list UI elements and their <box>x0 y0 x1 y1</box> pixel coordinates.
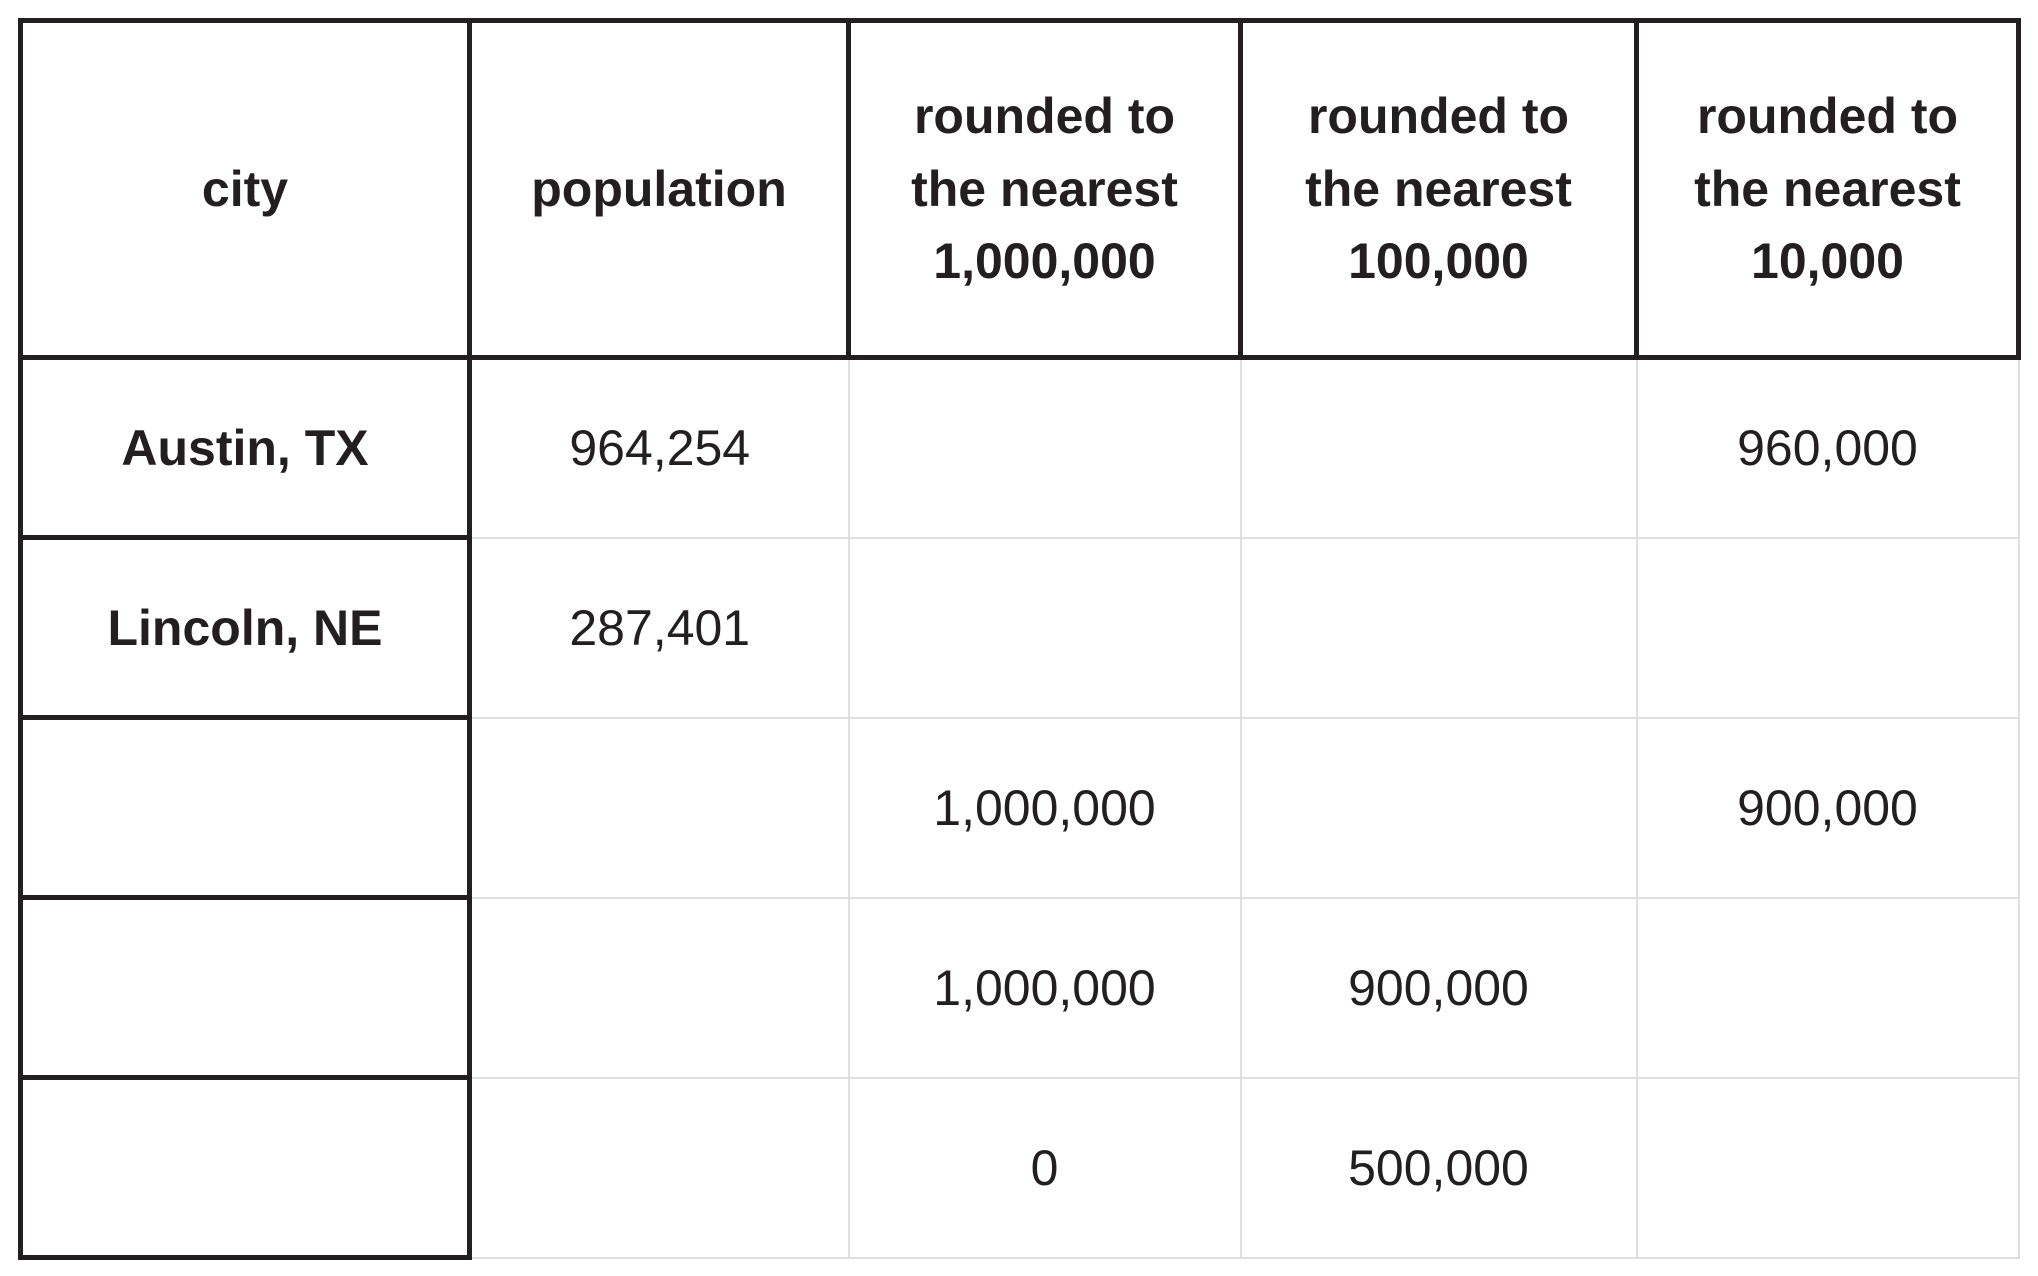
cell-rounded-10000: 900,000 <box>1635 716 2020 899</box>
cell-rounded-100000: 500,000 <box>1239 1076 1638 1259</box>
cell-city <box>18 895 472 1080</box>
column-header-rounded-10000: rounded to the nearest 10,000 <box>1634 18 2021 360</box>
cell-rounded-100000 <box>1239 356 1638 539</box>
cell-city <box>18 715 472 900</box>
column-header-rounded-100000: rounded to the nearest 100,000 <box>1238 18 1639 360</box>
cell-rounded-10000: 960,000 <box>1635 356 2020 539</box>
cell-rounded-100000 <box>1239 716 1638 899</box>
cell-rounded-1000000 <box>847 536 1242 719</box>
cell-city: Lincoln, NE <box>18 535 472 720</box>
cell-rounded-10000 <box>1635 896 2020 1079</box>
cell-population: 287,401 <box>468 536 850 719</box>
cell-rounded-1000000: 0 <box>847 1076 1242 1259</box>
column-header-rounded-1000000: rounded to the nearest 1,000,000 <box>846 18 1243 360</box>
table-row: 0 500,000 <box>18 1075 2020 1260</box>
cell-rounded-1000000: 1,000,000 <box>847 896 1242 1079</box>
table-row: Austin, TX 964,254 960,000 <box>18 355 2020 540</box>
cell-rounded-100000 <box>1239 536 1638 719</box>
cell-population: 964,254 <box>468 356 850 539</box>
cell-rounded-100000: 900,000 <box>1239 896 1638 1079</box>
table-row: 1,000,000 900,000 <box>18 715 2020 900</box>
cell-city <box>18 1075 472 1260</box>
cell-population <box>468 896 850 1079</box>
cell-population <box>468 1076 850 1259</box>
cell-population <box>468 716 850 899</box>
column-header-population: population <box>467 18 851 360</box>
table-row: Lincoln, NE 287,401 <box>18 535 2020 720</box>
column-header-city: city <box>18 18 472 360</box>
cell-rounded-1000000: 1,000,000 <box>847 716 1242 899</box>
table-row: 1,000,000 900,000 <box>18 895 2020 1080</box>
rounding-table: city population rounded to the nearest 1… <box>18 18 2021 1260</box>
cell-rounded-1000000 <box>847 356 1242 539</box>
cell-city: Austin, TX <box>18 355 472 540</box>
cell-rounded-10000 <box>1635 536 2020 719</box>
table-header-row: city population rounded to the nearest 1… <box>18 18 2021 360</box>
cell-rounded-10000 <box>1635 1076 2020 1259</box>
